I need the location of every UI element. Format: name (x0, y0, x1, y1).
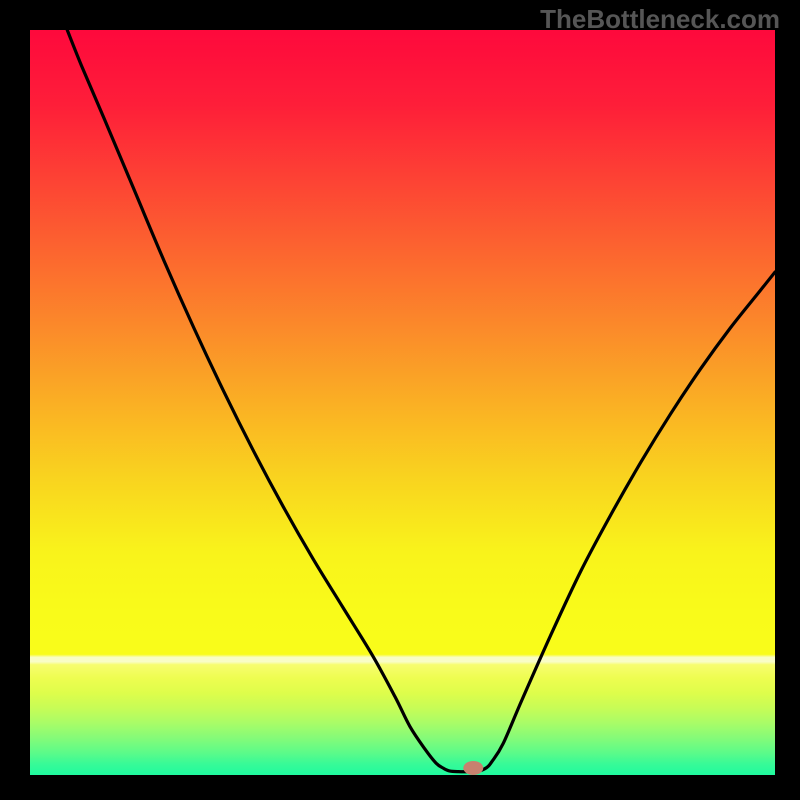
watermark-text: TheBottleneck.com (540, 4, 780, 35)
optimal-marker (463, 761, 483, 775)
bottleneck-chart (30, 30, 775, 775)
gradient-background (30, 30, 775, 775)
chart-frame: TheBottleneck.com (0, 0, 800, 800)
